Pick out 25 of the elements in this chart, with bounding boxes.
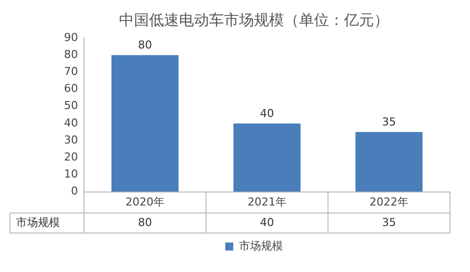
y-tick-label: 90 xyxy=(64,30,78,44)
y-tick-label: 30 xyxy=(64,133,78,146)
y-tick-label: 80 xyxy=(64,48,78,61)
y-tick-label: 70 xyxy=(64,65,78,78)
y-tick-label: 50 xyxy=(64,99,78,112)
text: 市场规模 xyxy=(16,216,60,229)
x-tick-label: 2021年 xyxy=(248,195,286,208)
y-tick-label: 40 xyxy=(64,116,78,130)
data-label: 35 xyxy=(382,216,396,229)
annotation: 40 xyxy=(260,106,274,120)
x-tick-label: 2022年 xyxy=(370,195,408,208)
y-tick-label: 0 xyxy=(70,184,78,198)
data-label: 40 xyxy=(260,216,274,229)
y-tick-label: 10 xyxy=(64,168,78,181)
bar xyxy=(233,123,301,192)
annotation: 35 xyxy=(382,115,396,128)
y-tick-label: 60 xyxy=(64,82,78,96)
bar xyxy=(111,55,179,192)
legend-label: 市场规模 xyxy=(238,239,283,252)
chart-title: 中国低速电动车市场规模（单位：亿元） xyxy=(119,10,389,29)
x-tick-label: 2020年 xyxy=(126,195,164,208)
y-tick-label: 20 xyxy=(64,150,78,164)
data-label: 80 xyxy=(138,216,152,229)
bar xyxy=(355,132,423,192)
annotation: 80 xyxy=(138,38,152,52)
